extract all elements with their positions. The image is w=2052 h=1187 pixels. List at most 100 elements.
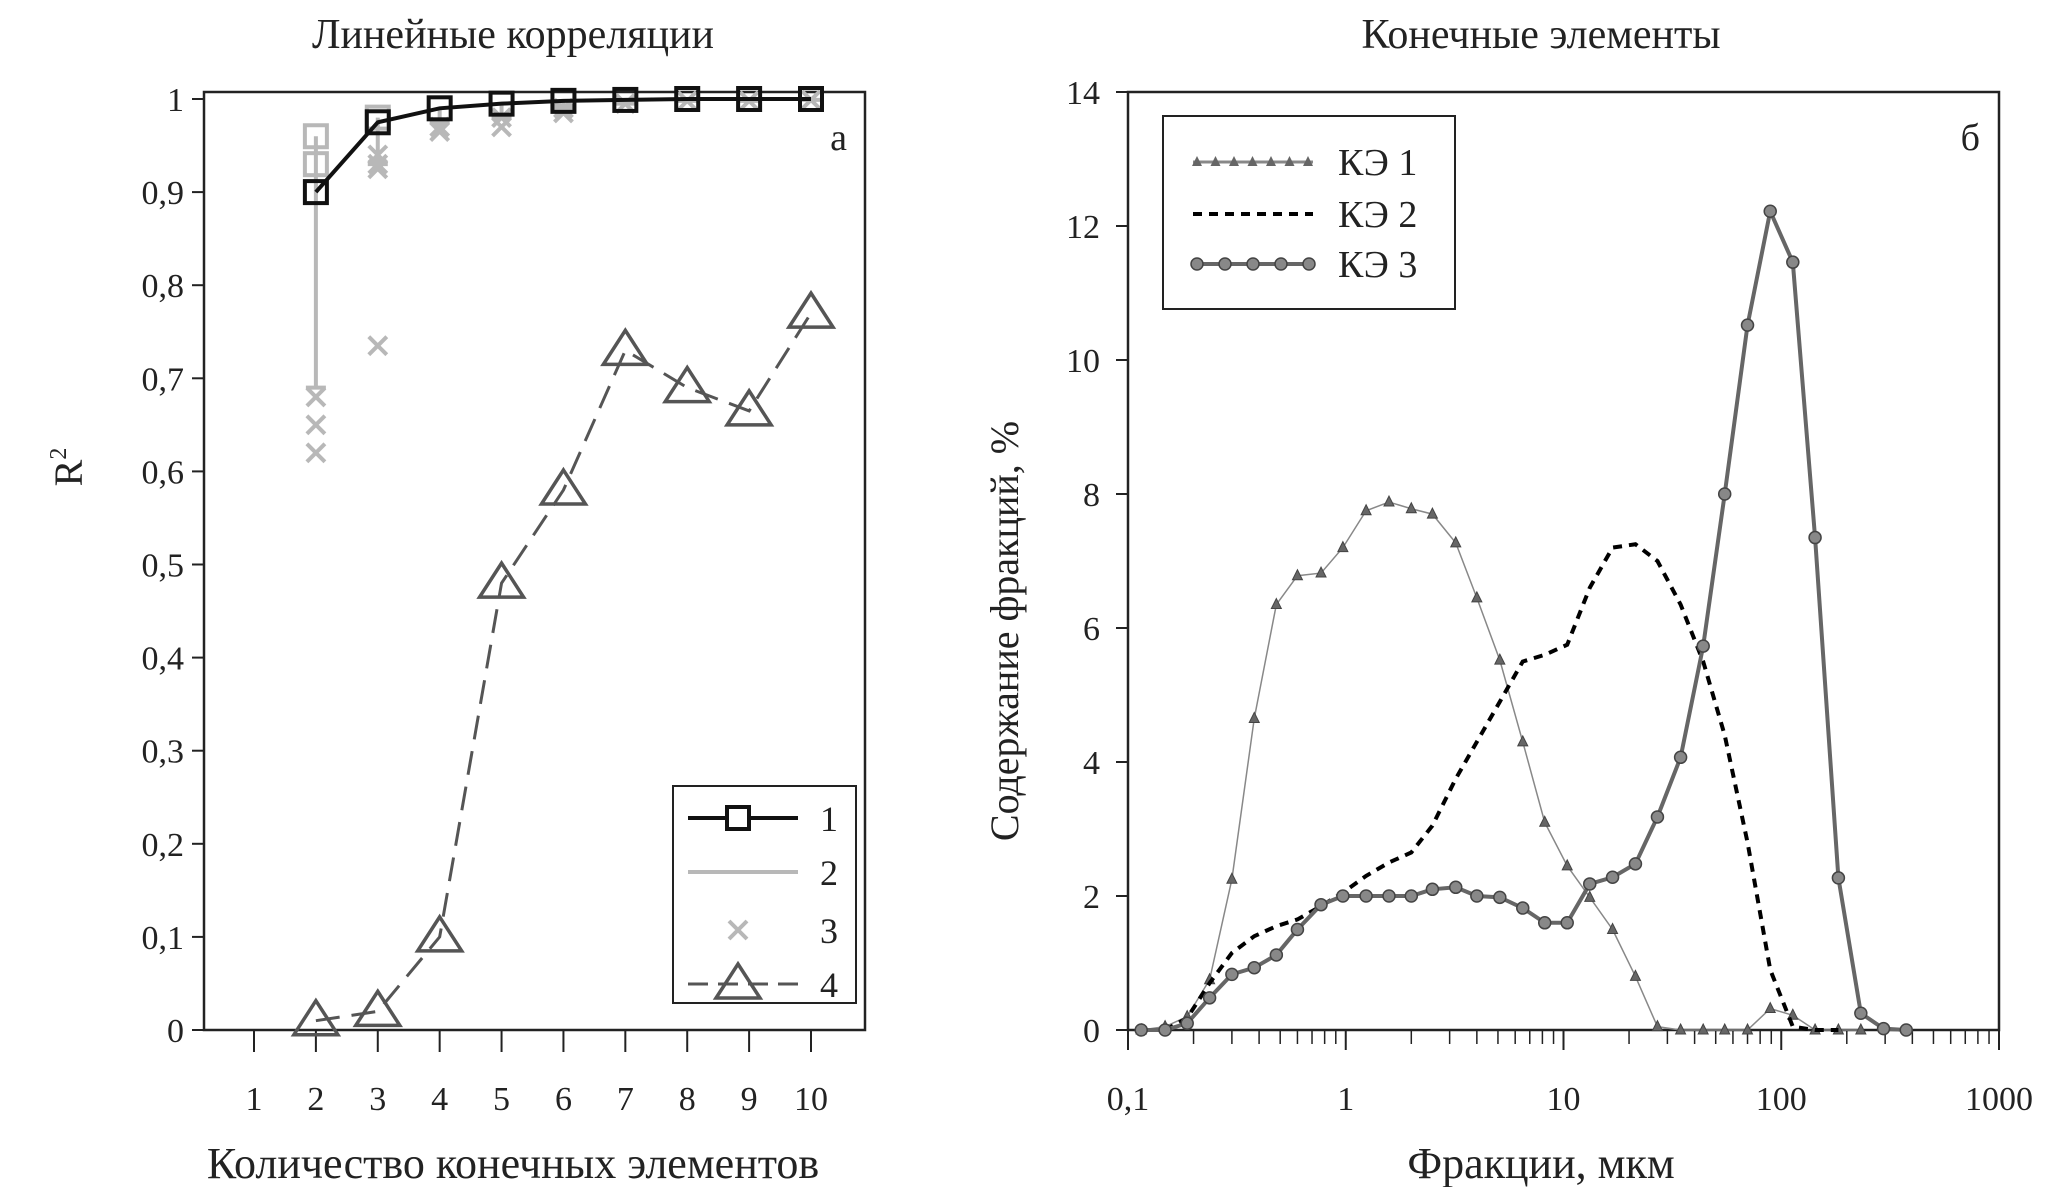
ke3-point bbox=[1425, 882, 1440, 897]
series-4-line bbox=[315, 312, 813, 1023]
series-1-line bbox=[314, 97, 811, 194]
legend-2-label: 2 bbox=[820, 853, 838, 893]
series-2-marker bbox=[302, 151, 329, 178]
ke3-point bbox=[1359, 889, 1373, 903]
series-1-point bbox=[736, 86, 763, 112]
right-y-tick-label: 8 bbox=[1083, 477, 1100, 514]
ke1-point bbox=[1494, 653, 1506, 665]
series-4-point bbox=[538, 466, 589, 506]
ke1-point bbox=[1629, 969, 1642, 981]
chart-right: Конечные элементы б 0 2 4 6 8 10 12 14 0,1 1 10 10… bbox=[982, 12, 2033, 1187]
ke3-point bbox=[1605, 870, 1620, 884]
ke3-point bbox=[1470, 889, 1484, 903]
left-x-axis-label: Количество конечных элементов bbox=[207, 1139, 819, 1187]
series-1-point bbox=[550, 87, 577, 114]
ke3-point bbox=[1382, 889, 1396, 903]
ke1-point bbox=[1405, 501, 1418, 514]
ke3-point bbox=[1336, 889, 1350, 903]
ke2-line bbox=[1164, 542, 1839, 1032]
right-y-tick-label: 10 bbox=[1066, 343, 1100, 380]
ke3-point bbox=[1537, 916, 1552, 930]
right-y-axis-label: Содержание фракций, % bbox=[982, 421, 1027, 841]
series-4-point bbox=[662, 364, 713, 404]
left-y-tick-label: 0,5 bbox=[142, 548, 185, 585]
legend-ke3-marker bbox=[1246, 257, 1260, 271]
ke3-point bbox=[1314, 897, 1328, 912]
series-4-point bbox=[414, 913, 465, 953]
ke3-point bbox=[1786, 255, 1800, 269]
ke1-point bbox=[1471, 590, 1483, 603]
right-y-tick-label: 0 bbox=[1083, 1013, 1100, 1050]
series-3-point bbox=[491, 116, 512, 138]
ke3-point bbox=[1696, 639, 1710, 653]
left-x-tick-label: 2 bbox=[307, 1081, 324, 1118]
series-1-point bbox=[302, 179, 329, 206]
series-1-point bbox=[364, 109, 391, 136]
right-y-tick-label: 2 bbox=[1083, 879, 1100, 916]
ke3-point bbox=[1158, 1023, 1172, 1037]
right-x-tick-label: 1000 bbox=[1965, 1081, 2033, 1118]
legend-ke2-label: КЭ 2 bbox=[1338, 194, 1417, 236]
ke3-point bbox=[1290, 922, 1305, 937]
legend-ke3-marker bbox=[1274, 257, 1288, 271]
ke1-point bbox=[1426, 506, 1439, 519]
ke3-point bbox=[1134, 1023, 1148, 1037]
left-y-axis-label: R2 bbox=[46, 448, 91, 487]
ke3-point bbox=[1650, 810, 1665, 824]
ke1-point bbox=[1718, 1022, 1731, 1035]
ke3-point bbox=[1202, 991, 1217, 1005]
series-4-point bbox=[352, 988, 403, 1028]
ke3-point bbox=[1493, 890, 1507, 905]
legend-3-marker bbox=[727, 919, 749, 941]
ke3-point bbox=[1628, 857, 1643, 871]
left-x-tick-label: 5 bbox=[493, 1081, 510, 1118]
ke1-point bbox=[1651, 1019, 1664, 1032]
ke3-point bbox=[1583, 877, 1597, 891]
series-4-point bbox=[476, 559, 527, 599]
ke3-point bbox=[1225, 967, 1239, 982]
ke1-point bbox=[1583, 890, 1596, 902]
legend-ke1-marker bbox=[1229, 156, 1239, 166]
legend-ke1-marker bbox=[1247, 156, 1258, 166]
ke3-point bbox=[1516, 901, 1530, 915]
legend-1-marker bbox=[725, 805, 751, 831]
left-legend: 1 2 3 4 bbox=[672, 785, 857, 1005]
series-3-point bbox=[367, 158, 389, 180]
series-4-point bbox=[785, 289, 837, 329]
ke3-point bbox=[1740, 318, 1755, 332]
left-y-axis-label-sup: 2 bbox=[46, 448, 72, 460]
ke3-point bbox=[1717, 487, 1732, 501]
left-y-tick-label: 0,4 bbox=[142, 641, 185, 678]
ke1-point bbox=[1561, 858, 1574, 871]
legend-ke3-marker bbox=[1302, 257, 1316, 271]
left-x-tick-label: 3 bbox=[369, 1081, 386, 1118]
legend-1-label: 1 bbox=[820, 799, 838, 839]
ke1-point bbox=[1606, 922, 1619, 934]
ke1-point bbox=[1226, 872, 1238, 884]
left-title: Линейные корреляции bbox=[312, 12, 714, 58]
left-x-tick-label: 1 bbox=[246, 1081, 263, 1118]
left-x-tick-label: 6 bbox=[555, 1081, 572, 1118]
ke1-point bbox=[1291, 568, 1304, 581]
series-3-point bbox=[305, 442, 327, 464]
right-y-tick-label: 4 bbox=[1083, 745, 1100, 782]
ke3-point bbox=[1876, 1021, 1891, 1036]
ke1-point bbox=[1337, 540, 1349, 553]
left-y-tick-label: 0,3 bbox=[142, 734, 185, 771]
legend-ke1-marker bbox=[1266, 156, 1276, 166]
right-x-tick-label: 100 bbox=[1756, 1081, 1807, 1118]
series-4-point bbox=[290, 997, 342, 1037]
ke1-point bbox=[1449, 535, 1462, 548]
series-1-point bbox=[674, 86, 701, 112]
ke1-point bbox=[1697, 1022, 1709, 1035]
ke1-point bbox=[1248, 711, 1261, 723]
ke1-point bbox=[1315, 565, 1327, 578]
left-y-axis-label-main: R bbox=[46, 459, 91, 486]
ke1-point bbox=[1741, 1022, 1754, 1035]
left-y-tick-label: 0,8 bbox=[142, 268, 185, 305]
ke1-point bbox=[1270, 597, 1283, 610]
left-y-tick-label: 0,6 bbox=[142, 454, 185, 491]
right-x-tick-label: 0,1 bbox=[1107, 1081, 1150, 1118]
legend-ke1-marker bbox=[1284, 156, 1295, 166]
right-x-tick-label: 10 bbox=[1547, 1081, 1581, 1118]
